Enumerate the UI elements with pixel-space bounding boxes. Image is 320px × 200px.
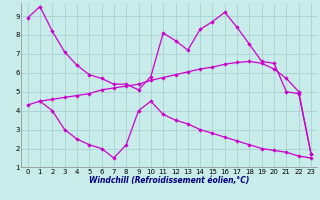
X-axis label: Windchill (Refroidissement éolien,°C): Windchill (Refroidissement éolien,°C): [89, 176, 250, 185]
